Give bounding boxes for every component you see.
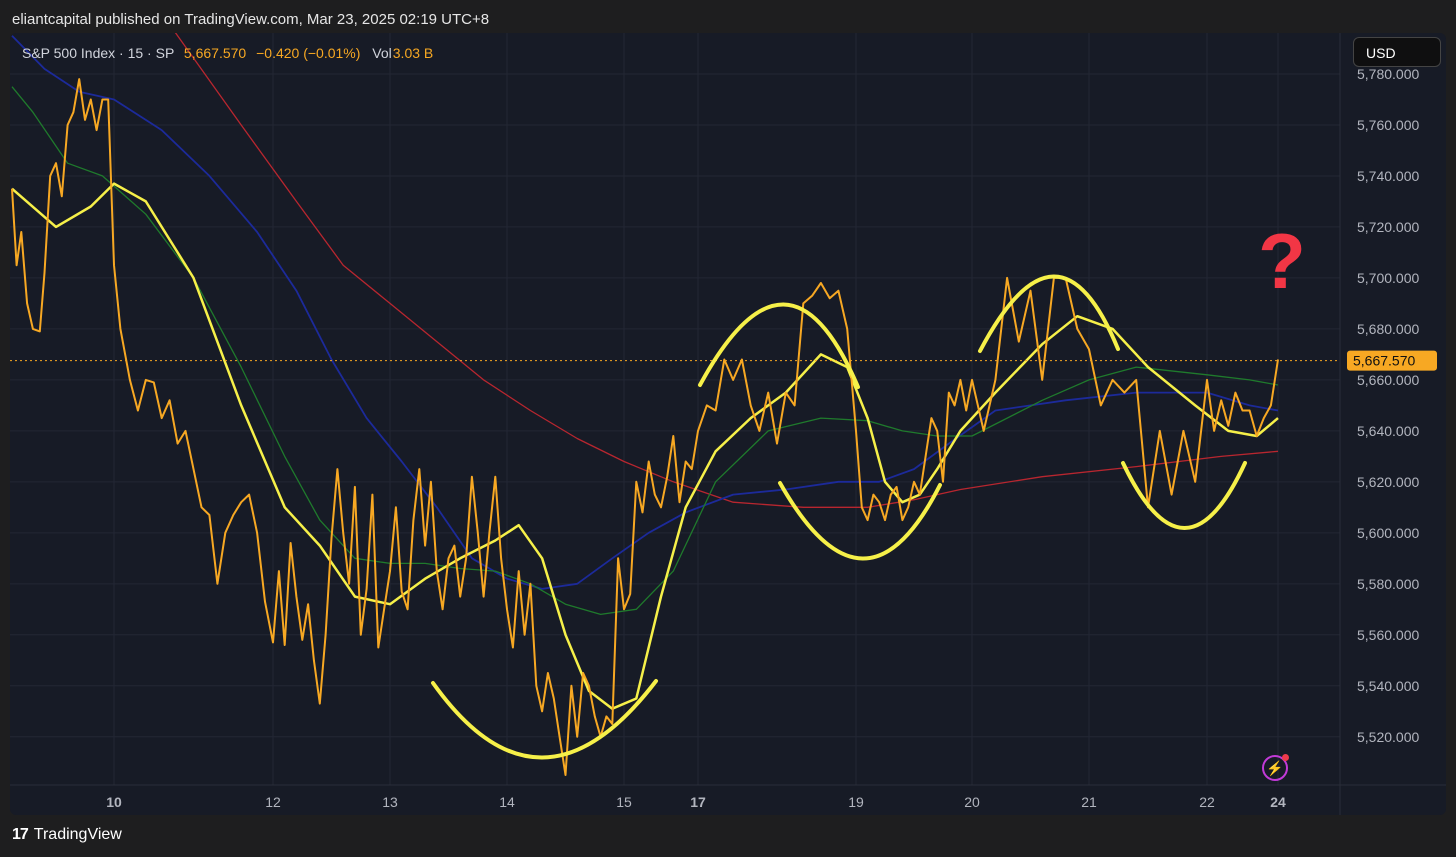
chart-panel[interactable]: 5,520.000 5,540.000 5,560.000 5,580.000 5,60…: [10, 33, 1446, 815]
y-tick-label: 5,760.000: [1357, 117, 1419, 133]
y-tick-label: 5,660.000: [1357, 372, 1419, 388]
footer-brand[interactable]: 17 TradingView: [12, 826, 122, 844]
last-price: 5,667.570: [183, 45, 247, 61]
publisher-text: eliantcapital published on TradingView.c…: [12, 11, 490, 28]
y-tick-label: 5,540.000: [1357, 678, 1419, 694]
pattern-arc-annotation: [1121, 461, 1247, 530]
tradingview-logo-icon: 17: [12, 826, 29, 843]
x-tick-label: 13: [382, 794, 398, 810]
y-tick-label: 5,680.000: [1357, 321, 1419, 337]
y-tick-label: 5,700.000: [1357, 270, 1419, 286]
x-tick-label: 19: [848, 794, 864, 810]
series-line-price: [11, 78, 1279, 776]
x-tick-label: 10: [106, 794, 122, 810]
lightning-icon[interactable]: ⚡: [1262, 754, 1289, 781]
last-price-badge: [1347, 350, 1437, 371]
y-tick-label: 5,560.000: [1357, 627, 1419, 643]
publisher-bar: eliantcapital published on TradingView.c…: [0, 0, 1456, 38]
currency-button[interactable]: USD: [1353, 37, 1441, 67]
y-tick-label: 5,640.000: [1357, 423, 1419, 439]
symbol-legend[interactable]: S&P 500 Index · 15 · SP 5,667.570 −0.420…: [22, 45, 433, 61]
y-tick-label: 5,520.000: [1357, 729, 1419, 745]
series-line-ma_blue: [11, 35, 1279, 590]
x-tick-label: 24: [1270, 794, 1286, 810]
y-tick-label: 5,780.000: [1357, 66, 1419, 82]
volume-label: Vol: [372, 45, 392, 61]
y-tick-label: 5,620.000: [1357, 474, 1419, 490]
y-tick-label: 5,600.000: [1357, 525, 1419, 541]
y-tick-label: 5,740.000: [1357, 168, 1419, 184]
y-tick-label: 5,580.000: [1357, 576, 1419, 592]
price-change: −0.420 (−0.01%): [256, 45, 361, 61]
last-price-label: 5,667.570: [1353, 353, 1415, 369]
series-line-ma_fast: [11, 182, 1279, 710]
x-tick-label: 17: [690, 794, 706, 810]
pattern-arc-annotation: [431, 679, 658, 760]
brand-name: TradingView: [33, 826, 122, 843]
notification-dot: [1282, 754, 1289, 761]
x-tick-label: 20: [964, 794, 980, 810]
series-line-ma_green: [11, 86, 1279, 616]
symbol-name: S&P 500 Index · 15 · SP: [22, 45, 175, 61]
series-line-ma_red: [174, 33, 1279, 508]
volume-value: 3.03 B: [392, 45, 434, 61]
price-chart[interactable]: 5,520.000 5,540.000 5,560.000 5,580.000 5,60…: [10, 33, 1446, 815]
x-tick-label: 12: [265, 794, 281, 810]
pattern-arc-annotation: [978, 274, 1120, 353]
pattern-arc-annotation: [698, 302, 860, 389]
x-tick-label: 22: [1199, 794, 1215, 810]
x-tick-label: 14: [499, 794, 515, 810]
x-tick-label: 21: [1081, 794, 1097, 810]
y-tick-label: 5,720.000: [1357, 219, 1419, 235]
x-tick-label: 15: [616, 794, 632, 810]
pattern-arc-annotation: [778, 481, 942, 561]
question-mark-annotation: ?: [1258, 217, 1306, 305]
